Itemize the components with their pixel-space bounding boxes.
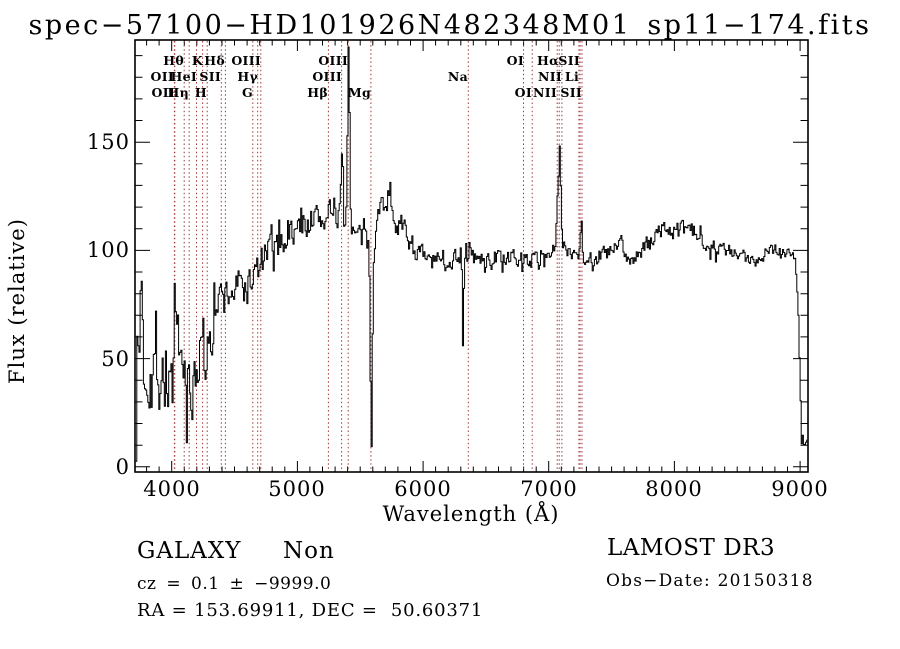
- spectral-line-label: OII: [151, 85, 175, 100]
- spectral-line-label: Hα: [536, 53, 559, 68]
- y-tick-label: 0: [115, 455, 130, 479]
- spectral-line-label: Hδ: [204, 53, 225, 68]
- spectral-line-label: NII: [537, 69, 562, 84]
- x-tick-label: 6000: [394, 477, 452, 501]
- spectral-line-label: OII: [150, 69, 174, 84]
- spectral-line-label: Li: [564, 69, 579, 84]
- x-axis-label: Wavelength (Å): [382, 502, 560, 526]
- spectral-line-label: Hθ: [163, 53, 184, 68]
- spectral-line-label: SII: [558, 53, 580, 68]
- survey-release-text: LAMOST DR3: [607, 535, 776, 561]
- spectrum-trace: [135, 46, 808, 462]
- spectral-line-label: Hβ: [307, 85, 328, 100]
- spectral-line-label: OIII: [318, 53, 348, 68]
- x-tick-label: 4000: [143, 477, 201, 501]
- spectral-line-label: OI: [506, 53, 524, 68]
- plot-frame: [134, 39, 809, 473]
- axis-ticks: [135, 40, 808, 472]
- spectral-line-label: Mg: [347, 85, 371, 100]
- spectral-line-label: Hη: [167, 85, 189, 100]
- spectral-line-label: NII: [532, 85, 557, 100]
- page-title: spec−57100−HD101926N482348M01_sp11−174.f…: [28, 10, 872, 41]
- x-tick-label: 9000: [771, 477, 829, 501]
- spectral-line-label: OI: [514, 85, 532, 100]
- spectral-line-label: OIII: [312, 69, 342, 84]
- spectral-line-label: Hγ: [237, 69, 258, 84]
- classification-text: GALAXY Non: [137, 538, 335, 564]
- y-tick-label: 50: [101, 347, 130, 371]
- coordinates-text: RA = 153.69911, DEC = 50.60371: [137, 600, 484, 621]
- x-tick-label: 8000: [645, 477, 703, 501]
- spectral-line-label: H: [194, 85, 207, 100]
- spectral-line-label: SII: [560, 85, 582, 100]
- spectral-line-label: SII: [199, 69, 221, 84]
- spectral-line-label: K: [191, 53, 203, 68]
- x-tick-label: 5000: [268, 477, 326, 501]
- spectral-line-label: HeI: [170, 69, 197, 84]
- y-tick-label: 150: [86, 130, 130, 154]
- obs-date-text: Obs−Date: 20150318: [606, 571, 814, 591]
- y-axis-label: Flux (relative): [5, 218, 29, 384]
- y-tick-label: 100: [86, 238, 130, 262]
- x-tick-label: 7000: [520, 477, 578, 501]
- spectral-line-label: OIII: [231, 53, 261, 68]
- redshift-text: cz = 0.1 ± −9999.0: [137, 574, 332, 594]
- spectral-line-label: Na: [447, 69, 468, 84]
- spectral-line-label: G: [242, 85, 253, 100]
